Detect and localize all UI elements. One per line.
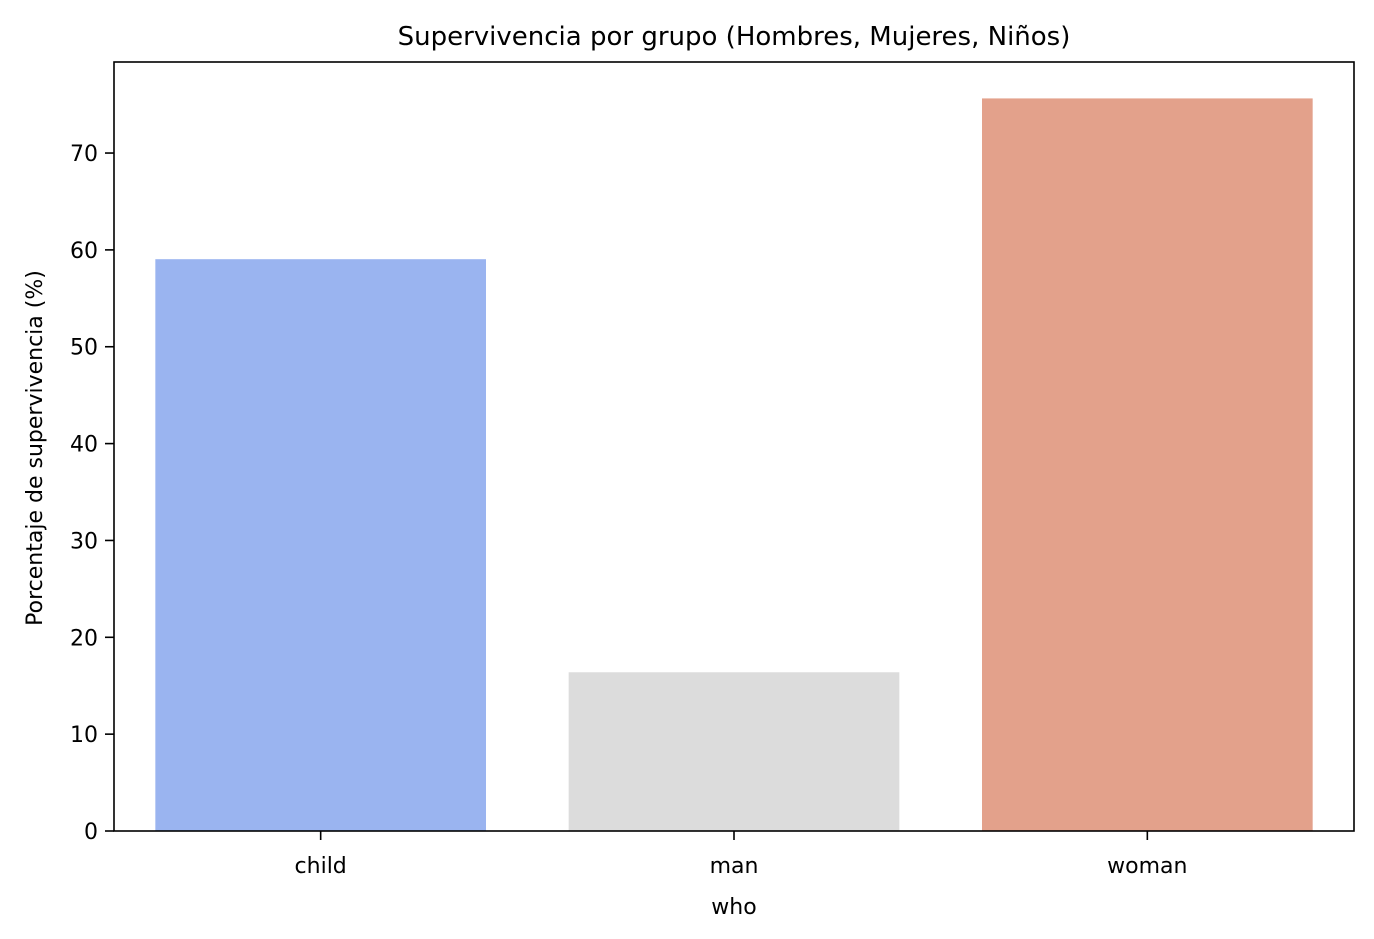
chart-title: Supervivencia por grupo (Hombres, Mujere… xyxy=(398,22,1071,52)
x-tick-label-woman: woman xyxy=(1107,854,1187,879)
x-axis-ticks: child man woman xyxy=(295,831,1187,879)
bar-man xyxy=(568,672,900,831)
bar-child xyxy=(155,259,487,831)
y-tick-label-10: 10 xyxy=(70,723,98,748)
y-tick-label-70: 70 xyxy=(70,142,98,167)
y-tick-label-0: 0 xyxy=(84,820,98,845)
y-tick-label-30: 30 xyxy=(70,529,98,554)
x-axis-label: who xyxy=(711,895,756,920)
y-tick-label-60: 60 xyxy=(70,239,98,264)
y-tick-label-40: 40 xyxy=(70,433,98,458)
y-axis-ticks: 0 10 20 30 40 50 60 70 xyxy=(70,142,114,845)
plot-frame xyxy=(113,61,1355,832)
x-tick-label-child: child xyxy=(295,854,347,879)
x-tick-label-man: man xyxy=(710,854,759,879)
y-axis-label: Porcentaje de supervivencia (%) xyxy=(23,270,48,626)
bar-woman xyxy=(982,98,1313,831)
bars-group xyxy=(155,98,1313,831)
y-tick-label-20: 20 xyxy=(70,626,98,651)
y-tick-label-50: 50 xyxy=(70,336,98,361)
